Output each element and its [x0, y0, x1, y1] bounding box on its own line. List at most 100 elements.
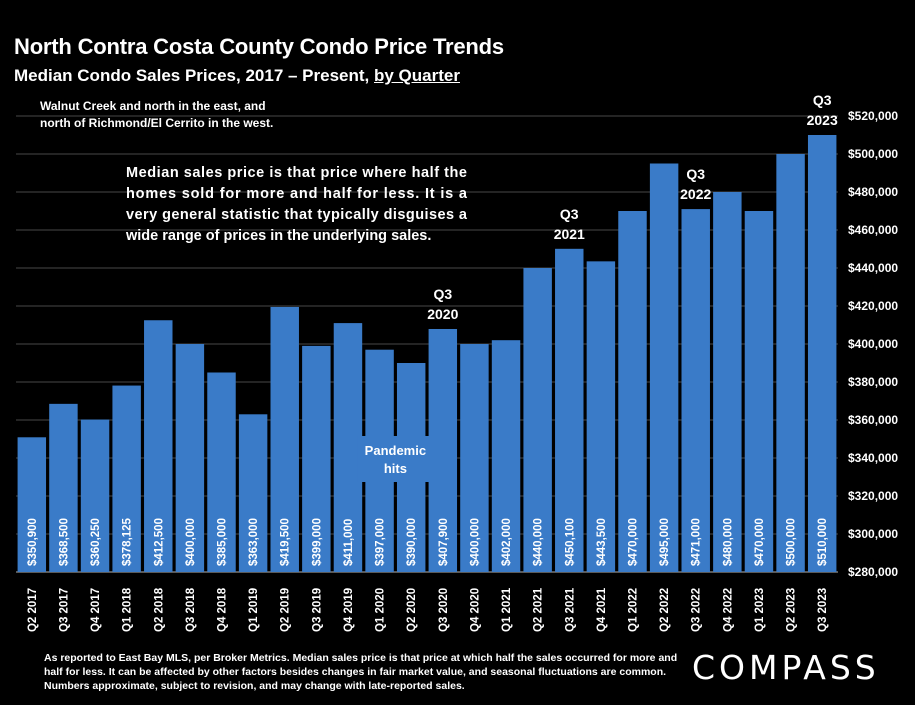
q3-marker-label: Q3 — [686, 166, 705, 182]
x-tick-label: Q2 2018 — [153, 587, 165, 632]
q3-marker-label: 2020 — [427, 306, 458, 322]
x-tick-label: Q4 2022 — [722, 588, 734, 632]
q3-marker-label: 2023 — [807, 112, 838, 128]
bar — [491, 340, 521, 572]
compass-logo: COMPASS — [692, 648, 880, 687]
x-tick-label: Q1 2022 — [628, 588, 640, 632]
data-label: $411,000 — [343, 519, 355, 566]
subtitle-emphasis: by Quarter — [374, 66, 460, 85]
x-tick-label: Q3 2022 — [691, 588, 703, 632]
data-label: $368,500 — [58, 518, 70, 566]
bar — [270, 306, 299, 572]
x-tick-label: Q4 2019 — [343, 588, 355, 632]
data-label: $400,000 — [469, 518, 481, 566]
data-label: $399,000 — [311, 518, 323, 566]
data-label: $402,000 — [501, 518, 513, 566]
q3-marker-label: 2022 — [680, 186, 711, 202]
x-tick-label: Q1 2021 — [501, 587, 513, 632]
data-label: $360,250 — [90, 518, 102, 566]
y-tick-label: $300,000 — [848, 527, 898, 541]
x-tick-label: Q1 2023 — [754, 588, 766, 632]
region-note: north of Richmond/El Cerrito in the west… — [40, 116, 273, 130]
data-label: $400,000 — [185, 518, 197, 566]
bar-chart: $280,000 $300,000 $320,000 $340,000 $360,000… — [16, 92, 898, 632]
bar — [238, 414, 268, 572]
y-tick-label: $380,000 — [848, 375, 898, 389]
data-label: $419,500 — [280, 518, 292, 566]
pandemic-label: Pandemic — [365, 443, 426, 458]
data-label: $350,900 — [27, 518, 39, 566]
data-label: $407,900 — [438, 518, 450, 566]
q3-marker-label: Q3 — [433, 286, 452, 302]
data-label: $412,500 — [153, 518, 165, 566]
definition-note: very general statistic that typically di… — [126, 207, 468, 223]
bar — [618, 211, 647, 572]
data-label: $500,000 — [786, 518, 798, 566]
data-label: $363,000 — [248, 518, 260, 566]
bar — [80, 419, 110, 572]
bar — [175, 344, 205, 572]
y-tick-label: $340,000 — [848, 451, 898, 465]
bar — [681, 209, 710, 572]
subtitle-text: Median Condo Sales Prices, 2017 – Presen… — [14, 66, 374, 85]
chart-title: North Contra Costa County Condo Price Tr… — [14, 34, 504, 59]
data-label: $378,125 — [122, 517, 134, 566]
q3-marker-label: Q3 — [813, 92, 832, 108]
x-tick-label: Q2 2022 — [659, 588, 671, 632]
x-tick-label: Q1 2018 — [122, 587, 134, 632]
bar — [586, 261, 616, 572]
definition-note: Median sales price is that price where h… — [126, 165, 467, 181]
x-tick-label: Q2 2020 — [406, 588, 418, 632]
x-tick-label: Q3 2018 — [185, 587, 197, 632]
x-tick-label: Q4 2018 — [217, 587, 229, 632]
data-label: $450,100 — [564, 518, 576, 566]
bar — [49, 403, 78, 572]
x-tick-label: Q2 2023 — [786, 588, 798, 632]
data-label: $471,000 — [691, 518, 703, 566]
x-tick-label: Q1 2020 — [375, 588, 387, 632]
x-tick-label: Q2 2021 — [533, 587, 545, 632]
x-tick-label: Q4 2017 — [90, 588, 102, 632]
bar — [144, 320, 173, 572]
y-tick-label: $280,000 — [848, 565, 898, 579]
bar — [776, 154, 805, 572]
chart-subtitle: Median Condo Sales Prices, 2017 – Presen… — [14, 66, 460, 86]
y-tick-label: $440,000 — [848, 261, 898, 275]
x-tick-label: Q3 2021 — [564, 587, 576, 632]
x-tick-label: Q2 2019 — [280, 588, 292, 632]
bar — [744, 211, 774, 572]
data-label: $440,000 — [533, 518, 545, 566]
data-label: $470,000 — [628, 518, 640, 566]
x-tick-label: Q3 2019 — [311, 588, 323, 632]
y-tick-label: $460,000 — [848, 223, 898, 237]
bar — [207, 372, 236, 572]
data-label: $470,000 — [754, 518, 766, 566]
bar — [523, 268, 552, 572]
bar — [649, 163, 679, 572]
q3-marker-label: 2021 — [554, 226, 585, 242]
definition-note: homes sold for more and half for less. I… — [126, 186, 468, 202]
y-tick-label: $520,000 — [848, 109, 898, 123]
pandemic-label: hits — [384, 461, 407, 476]
data-label: $495,000 — [659, 518, 671, 566]
data-label: $385,000 — [217, 518, 229, 566]
bar — [460, 344, 489, 572]
pandemic-label-bg — [357, 436, 434, 482]
x-tick-label: Q2 2017 — [27, 588, 39, 632]
x-tick-label: Q3 2017 — [58, 588, 70, 632]
y-tick-label: $480,000 — [848, 185, 898, 199]
x-tick-label: Q1 2019 — [248, 588, 260, 632]
x-tick-label: Q3 2020 — [438, 588, 450, 632]
bar — [17, 437, 47, 572]
region-note: Walnut Creek and north in the east, and — [40, 99, 266, 113]
data-label: $480,000 — [722, 518, 734, 566]
bar — [112, 385, 141, 572]
bar — [713, 192, 742, 572]
bar — [807, 135, 837, 572]
y-tick-label: $360,000 — [848, 413, 898, 427]
y-tick-label: $500,000 — [848, 147, 898, 161]
data-label: $443,500 — [596, 518, 608, 566]
data-label: $397,000 — [375, 518, 387, 566]
definition-note: wide range of prices in the underlying s… — [125, 228, 431, 244]
q3-marker-label: Q3 — [560, 206, 579, 222]
